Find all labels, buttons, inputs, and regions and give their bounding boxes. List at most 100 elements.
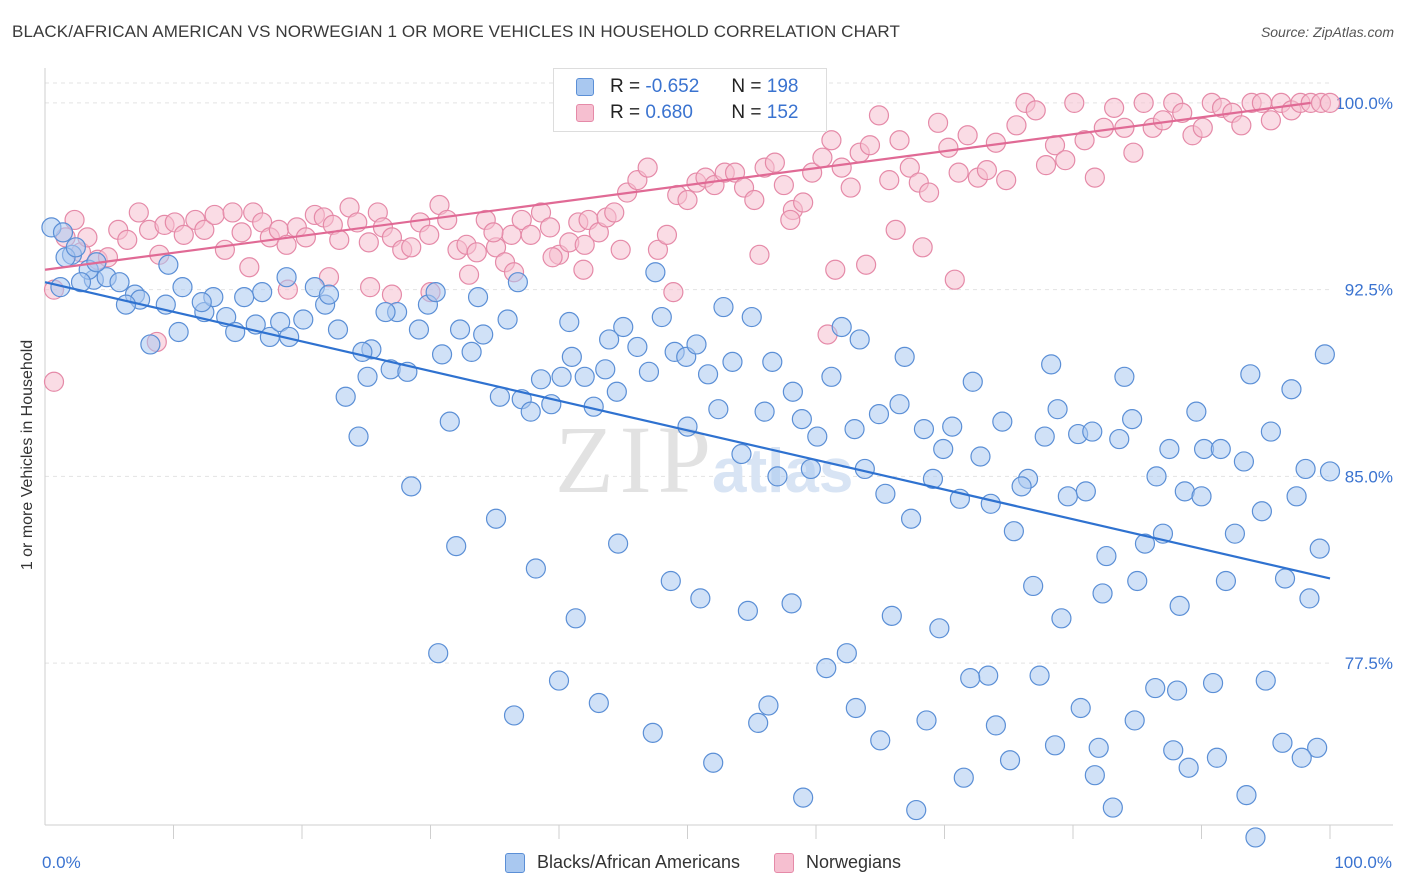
data-point: [764, 152, 785, 173]
data-point: [115, 294, 137, 315]
source-label: Source: ZipAtlas.com: [1260, 24, 1394, 40]
data-point: [574, 366, 595, 387]
data-point: [744, 189, 765, 211]
data-point: [358, 232, 379, 253]
data-point: [708, 399, 729, 420]
data-point: [1274, 568, 1296, 589]
data-point: [191, 292, 212, 313]
y-tick-labels: 77.5% 85.0% 92.5% 100.0%: [1335, 94, 1393, 673]
data-point: [942, 416, 963, 437]
x-tick-label-min: 0.0%: [42, 853, 81, 872]
data-point: [231, 222, 252, 243]
data-point: [1206, 747, 1228, 768]
data-point: [109, 272, 130, 293]
data-point: [172, 277, 193, 298]
data-point: [927, 112, 949, 133]
data-point: [1093, 117, 1114, 138]
data-point: [918, 182, 940, 203]
y-tick-label: 92.5%: [1345, 281, 1393, 300]
data-point: [960, 667, 981, 689]
data-point: [870, 730, 891, 751]
legend-item-blacks[interactable]: Blacks/African Americans: [504, 852, 740, 873]
r-value: 0.680: [645, 102, 693, 123]
data-point: [885, 219, 906, 240]
data-point: [335, 386, 356, 407]
legend-item-norwegians[interactable]: Norwegians: [774, 852, 901, 873]
data-point: [1074, 130, 1095, 151]
data-point: [604, 202, 625, 223]
data-point: [1291, 747, 1312, 768]
data-point: [520, 224, 541, 245]
data-point: [1178, 757, 1199, 778]
data-point: [573, 259, 594, 280]
data-point: [1314, 344, 1335, 365]
data-point: [1295, 458, 1316, 480]
data-point: [651, 306, 672, 328]
data-point: [1123, 142, 1144, 163]
data-point: [686, 334, 707, 355]
data-point: [1174, 481, 1195, 502]
data-point: [1082, 421, 1103, 442]
data-point: [1114, 366, 1135, 387]
data-point: [425, 282, 446, 303]
legend-swatch-pink: [774, 852, 795, 873]
data-point: [1159, 438, 1180, 460]
data-point: [239, 257, 260, 278]
data-point: [64, 209, 85, 231]
trend-line-norwegians: [44, 101, 1311, 271]
data-point: [401, 237, 422, 258]
data-point: [845, 697, 866, 719]
data-point: [1299, 588, 1320, 609]
data-point: [762, 351, 783, 372]
data-point: [859, 135, 881, 156]
trend-lines: [44, 101, 1331, 580]
data-point: [52, 222, 74, 243]
data-point: [551, 366, 572, 387]
n-value: 198: [766, 76, 799, 97]
data-point: [1035, 155, 1057, 176]
data-point: [1003, 521, 1024, 542]
data-point: [467, 287, 489, 308]
data-point: [844, 418, 865, 440]
data-point: [194, 219, 215, 240]
data-point: [473, 324, 494, 345]
axes: [44, 68, 1393, 839]
data-point: [1191, 486, 1212, 507]
data-point: [840, 177, 861, 198]
data-point: [1166, 680, 1188, 701]
data-point: [793, 787, 814, 808]
y-tick-label: 85.0%: [1345, 467, 1393, 486]
data-point: [1172, 102, 1193, 123]
data-point: [780, 209, 801, 231]
data-point: [929, 618, 950, 639]
blacks-points: [41, 217, 1341, 848]
data-point: [913, 418, 935, 440]
stats-row-blue: R = -0.652 N = 198: [576, 75, 798, 99]
data-point: [1286, 486, 1307, 507]
data-point: [868, 404, 890, 425]
data-point: [401, 476, 422, 497]
data-point: [722, 351, 743, 372]
data-point: [65, 237, 86, 258]
data-point: [1236, 785, 1257, 806]
data-point: [922, 468, 944, 489]
data-point: [1319, 92, 1341, 114]
data-point: [252, 282, 273, 303]
blue-swatch: [576, 78, 594, 96]
data-point: [419, 224, 440, 245]
data-point: [1070, 697, 1091, 719]
data-point: [168, 321, 189, 343]
data-point: [677, 416, 698, 437]
stats-legend: R = -0.652 N = 198 R = 0.680 N = 152: [553, 68, 827, 132]
data-point: [1041, 354, 1062, 375]
data-point: [381, 284, 403, 305]
data-point: [912, 237, 933, 258]
data-point: [1092, 583, 1113, 604]
data-point: [1047, 399, 1068, 420]
data-point: [43, 371, 65, 392]
data-point: [703, 752, 724, 773]
data-point: [542, 247, 563, 268]
trend-line-blacks: [44, 281, 1331, 580]
data-point: [1145, 677, 1166, 699]
